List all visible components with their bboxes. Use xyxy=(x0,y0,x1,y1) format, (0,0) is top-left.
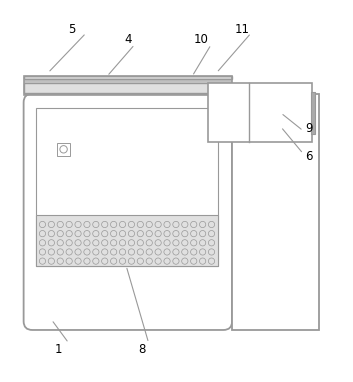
Bar xyxy=(36,108,218,266)
Text: 8: 8 xyxy=(138,343,145,356)
Text: 11: 11 xyxy=(235,23,250,36)
Text: 4: 4 xyxy=(124,33,132,46)
Bar xyxy=(24,76,232,79)
Bar xyxy=(24,83,232,93)
Text: 5: 5 xyxy=(68,23,76,36)
Bar xyxy=(208,83,312,142)
Bar xyxy=(311,92,316,134)
Text: 10: 10 xyxy=(193,33,208,46)
Bar xyxy=(36,215,218,266)
Bar xyxy=(57,143,70,156)
Bar xyxy=(24,93,232,96)
FancyBboxPatch shape xyxy=(24,94,232,330)
Bar xyxy=(36,215,218,266)
Bar xyxy=(24,79,232,83)
Text: 1: 1 xyxy=(55,343,62,356)
Bar xyxy=(232,94,319,330)
Text: 6: 6 xyxy=(305,150,312,163)
Bar xyxy=(24,76,232,96)
Text: 9: 9 xyxy=(305,122,312,135)
